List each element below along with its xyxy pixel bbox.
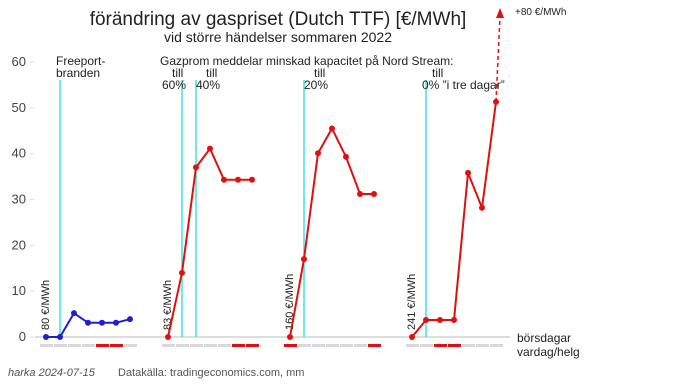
day-strip — [368, 344, 381, 347]
series-line — [411, 101, 497, 338]
base-label: 160 €/MWh — [284, 274, 296, 330]
annotation: 40% — [196, 78, 220, 92]
day-strip — [340, 344, 353, 347]
day-strip — [284, 344, 297, 347]
y-tick-label: 0 — [19, 329, 26, 344]
day-strip — [54, 344, 67, 347]
chart-subtitle: vid större händelser sommaren 2022 — [164, 29, 392, 45]
point — [207, 145, 213, 152]
x-label: börsdagar — [517, 331, 571, 345]
point — [193, 164, 199, 171]
x-label: vardag/helg — [517, 345, 580, 359]
annotation: till — [206, 66, 217, 80]
day-strip — [82, 344, 95, 347]
day-strip — [476, 344, 489, 347]
point — [113, 319, 119, 326]
y-tick-label: 10 — [12, 283, 26, 298]
point — [451, 317, 457, 324]
footer: Datakälla: tradingeconomics.com, mm — [118, 367, 304, 379]
y-tick-label: 20 — [12, 237, 26, 252]
series-line — [167, 146, 252, 338]
point — [85, 319, 91, 326]
point — [287, 334, 293, 340]
y-tick-label: 40 — [12, 146, 26, 161]
point — [343, 153, 349, 160]
point — [249, 176, 255, 183]
day-strip — [176, 344, 189, 347]
y-tick-label: 60 — [12, 54, 26, 69]
day-strip — [96, 344, 109, 347]
point — [179, 269, 185, 276]
day-strip — [434, 344, 447, 347]
day-strip — [406, 344, 419, 347]
day-strip — [110, 344, 123, 347]
point — [315, 150, 321, 157]
day-strip — [190, 344, 203, 347]
day-strip — [232, 344, 245, 347]
overflow-arrow — [495, 15, 501, 102]
day-strip — [312, 344, 325, 347]
day-strip — [420, 344, 433, 347]
point — [409, 334, 415, 340]
footer: harka 2024-07-15 — [8, 367, 96, 379]
point — [165, 334, 171, 340]
point — [301, 256, 307, 263]
point — [371, 191, 377, 197]
day-strip — [354, 344, 367, 347]
y-tick-label: 50 — [12, 100, 26, 115]
y-tick-label: 30 — [12, 192, 26, 207]
annotation: till — [172, 66, 183, 80]
day-strip — [298, 344, 311, 347]
day-strip — [162, 344, 175, 347]
point — [423, 317, 429, 324]
point — [437, 317, 443, 324]
day-strip — [326, 344, 339, 347]
day-strip — [124, 344, 137, 347]
annotation: till — [314, 66, 325, 80]
day-strip — [204, 344, 217, 347]
series-line — [289, 126, 374, 338]
day-strip — [448, 344, 461, 347]
point — [99, 319, 105, 326]
annotation: 0% ”i tre dagar” — [422, 78, 505, 92]
point — [221, 176, 227, 183]
annotation: Freeport- — [56, 54, 105, 68]
day-strip — [462, 344, 475, 347]
point — [127, 316, 133, 323]
day-strip — [246, 344, 259, 347]
annotation: till — [432, 66, 443, 80]
annotation: branden — [56, 66, 100, 80]
base-label: 241 €/MWh — [406, 274, 418, 330]
point — [71, 310, 77, 317]
day-strip — [68, 344, 81, 347]
chart-title: förändring av gaspriset (Dutch TTF) [€/M… — [90, 9, 467, 30]
point — [235, 176, 241, 183]
point — [465, 169, 471, 176]
day-strip — [218, 344, 231, 347]
base-label: 83 €/MWh — [162, 280, 174, 330]
annotation: 20% — [304, 78, 328, 92]
day-strip — [40, 344, 53, 347]
annotation: Gazprom meddelar minskad kapacitet på No… — [160, 54, 453, 68]
annotation: 60% — [162, 78, 186, 92]
point — [57, 334, 63, 340]
point — [357, 191, 363, 197]
day-strip — [490, 344, 503, 347]
base-label: 80 €/MWh — [40, 280, 52, 330]
point — [329, 125, 335, 132]
overflow-label: +80 €/MWh — [515, 7, 566, 18]
point — [479, 204, 485, 211]
arrow-head — [496, 8, 504, 18]
point — [43, 334, 49, 340]
